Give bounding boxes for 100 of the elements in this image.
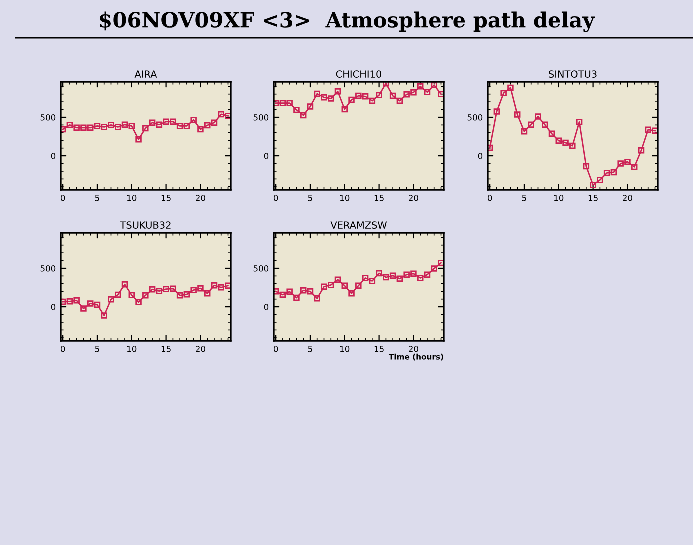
- point: [128, 123, 136, 130]
- point: [535, 114, 542, 120]
- point: [286, 288, 293, 296]
- point: [514, 112, 521, 118]
- point: [190, 287, 197, 294]
- point: [334, 276, 342, 284]
- point: [542, 122, 548, 128]
- point: [66, 298, 74, 305]
- point: [94, 123, 101, 130]
- point: [494, 108, 500, 115]
- x-tick-label: 10: [128, 195, 137, 202]
- point: [652, 128, 658, 134]
- y-tick-label: 500: [254, 265, 269, 272]
- x-tick-label: 0: [60, 195, 66, 202]
- point: [101, 124, 108, 130]
- y-tick-label: 500: [40, 114, 56, 121]
- point: [396, 98, 404, 104]
- point: [184, 292, 190, 298]
- point: [390, 272, 396, 280]
- x-tick-label: 5: [308, 346, 312, 352]
- point: [170, 118, 176, 126]
- point: [163, 118, 170, 126]
- x-tick-label: 5: [95, 346, 100, 352]
- point: [556, 138, 562, 144]
- point: [61, 298, 66, 306]
- point: [294, 106, 300, 114]
- x-tick-label: 5: [95, 195, 100, 202]
- point: [356, 92, 362, 100]
- x-tick-label: 15: [374, 195, 384, 202]
- point: [74, 124, 80, 132]
- point: [198, 126, 204, 133]
- point: [128, 292, 136, 298]
- point: [356, 282, 362, 290]
- x-tick-label: 0: [60, 346, 66, 352]
- point: [362, 94, 369, 100]
- point: [190, 117, 197, 124]
- point: [410, 90, 417, 96]
- y-tick-label: 0: [264, 304, 269, 310]
- point: [156, 288, 163, 294]
- x-tick-label: 0: [274, 195, 278, 202]
- point: [136, 136, 142, 143]
- y-tick-label: 0: [264, 153, 269, 160]
- point: [562, 140, 569, 146]
- point: [80, 124, 87, 132]
- point: [500, 90, 507, 96]
- point: [87, 300, 94, 307]
- point: [274, 288, 280, 295]
- point: [218, 111, 224, 118]
- point: [618, 160, 624, 167]
- point: [280, 292, 286, 298]
- x-tick-label: 20: [196, 346, 206, 352]
- chart-title: SINTOTU3: [549, 70, 597, 78]
- x-tick-label: 10: [128, 346, 137, 352]
- point: [184, 123, 190, 130]
- point: [521, 128, 528, 135]
- point: [176, 123, 184, 130]
- point: [404, 92, 410, 98]
- point: [342, 282, 348, 290]
- point: [142, 292, 149, 299]
- point: [274, 100, 280, 106]
- point: [80, 306, 87, 312]
- x-tick-label: 15: [162, 195, 171, 202]
- point: [369, 98, 376, 104]
- point: [431, 82, 438, 88]
- point: [321, 94, 328, 101]
- point: [610, 169, 618, 176]
- point: [410, 270, 417, 278]
- point: [488, 144, 494, 152]
- point: [61, 126, 66, 133]
- x-tick-label: 10: [554, 195, 564, 202]
- point: [321, 284, 328, 290]
- point: [638, 148, 645, 154]
- x-tick-label: 10: [340, 195, 350, 202]
- point: [424, 272, 431, 278]
- point: [307, 288, 314, 295]
- point: [362, 275, 369, 282]
- point: [383, 82, 390, 87]
- point: [225, 113, 231, 120]
- point: [548, 130, 556, 138]
- point: [149, 120, 156, 126]
- point: [417, 84, 424, 90]
- point: [149, 286, 156, 293]
- point: [376, 270, 382, 277]
- point: [342, 106, 348, 113]
- y-tick-label: 0: [51, 153, 56, 160]
- point: [631, 164, 638, 170]
- x-tick-label: 15: [162, 346, 171, 352]
- point: [597, 177, 604, 184]
- point: [590, 182, 596, 188]
- point: [115, 124, 122, 130]
- y-tick-label: 500: [254, 114, 269, 121]
- point: [376, 92, 382, 98]
- x-tick-label: 0: [274, 346, 278, 352]
- point: [404, 272, 410, 278]
- point: [211, 282, 218, 289]
- point: [604, 170, 610, 176]
- point: [294, 294, 300, 302]
- point: [87, 124, 94, 132]
- point: [300, 288, 307, 294]
- point: [300, 112, 307, 119]
